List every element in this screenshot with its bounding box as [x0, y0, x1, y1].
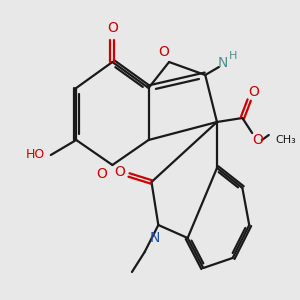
Text: H: H: [228, 51, 237, 61]
Text: CH₃: CH₃: [276, 135, 296, 145]
Text: HO: HO: [26, 148, 45, 161]
Text: O: O: [107, 21, 118, 35]
Text: O: O: [249, 85, 260, 99]
Text: O: O: [158, 45, 169, 59]
Text: O: O: [253, 133, 263, 147]
Text: N: N: [218, 56, 228, 70]
Text: O: O: [96, 167, 107, 181]
Text: N: N: [149, 231, 160, 245]
Text: O: O: [114, 165, 125, 179]
